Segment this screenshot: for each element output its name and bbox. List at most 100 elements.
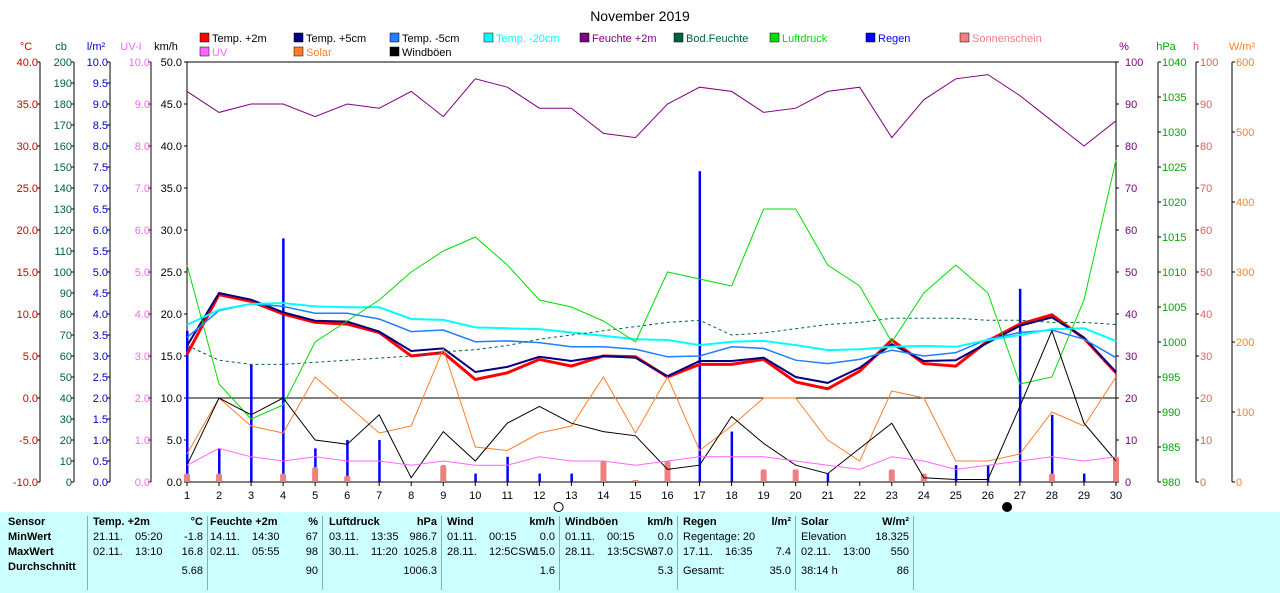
axis-tick-label: 1025 (1162, 162, 1186, 174)
stats-row: Elevation 18.325 (801, 531, 911, 546)
stats-value: 15.0 (533, 546, 555, 558)
axis-tick-label: 30 (1200, 351, 1212, 363)
stats-time: 16:35 (725, 546, 753, 558)
axis-tick-label: 130 (54, 204, 72, 216)
axis-tick-label: 40 (60, 393, 72, 405)
x-tick-label: 22 (854, 490, 866, 502)
stats-row: 90 (210, 565, 320, 580)
rain-bar (250, 364, 253, 482)
x-tick-label: 30 (1110, 490, 1122, 502)
axis-tick-label: 70 (1200, 183, 1212, 195)
legend-swatch (483, 32, 494, 43)
stats-value: 1006.3 (403, 565, 437, 577)
axis-tick-label: 1010 (1162, 267, 1186, 279)
axis-tick-label: 15.0 (17, 267, 38, 279)
axis-tick-label: 20 (1125, 393, 1137, 405)
axis-tick-label: 150 (54, 162, 72, 174)
axis-tick-label: 0 (66, 477, 72, 489)
sunshine-bar (312, 467, 319, 482)
series-line-windboeen (186, 329, 1117, 480)
x-tick-label: 2 (216, 490, 222, 502)
stats-luftdruck: Luftdruck hPa 03.11. 13:35 986.7 30.11. 11:20 1… (329, 516, 439, 590)
stats-header: Temp. +2m (93, 516, 150, 528)
axis-tick-label: 50 (60, 372, 72, 384)
x-tick-label: 26 (982, 490, 994, 502)
axis-tick-label: 60 (1125, 225, 1137, 237)
x-tick-label: 16 (661, 490, 673, 502)
chart-title: November 2019 (590, 8, 690, 24)
rain-bar (282, 238, 285, 482)
axis-tick-label: 1020 (1162, 197, 1186, 209)
axis-tick-label: 200 (54, 57, 72, 69)
stats-row: 02.11. 13:00 550 (801, 546, 911, 561)
axis-tick-label: 7.0 (93, 183, 108, 195)
stats-value: 1025.8 (403, 546, 437, 558)
axis-tick-label: 5.0 (167, 435, 182, 447)
axis-tick-label: 1040 (1162, 57, 1186, 69)
stats-time: 13:5CSW (607, 546, 655, 558)
legend-label: Regen (878, 33, 910, 45)
stats-date: 01.11. (565, 531, 595, 543)
axis-tick-label: 10 (1125, 435, 1137, 447)
axis-tick-label: 60 (60, 351, 72, 363)
stats-boeen: Windböen km/h 01.11. 00:15 0.0 28.11. 13:5CSW 3… (565, 516, 675, 590)
axis-tick-label: 100 (54, 267, 72, 279)
axis-tick-label: 1035 (1162, 92, 1186, 104)
stats-time: 12:5CSW (489, 546, 537, 558)
stats-date: 28.11. (447, 546, 477, 558)
stats-sensor: Sensor MinWert MaxWert Durchschnitt (6, 516, 86, 590)
stats-row: 30.11. 11:20 1025.8 (329, 546, 439, 561)
axis-tick-label: 5.0 (93, 267, 108, 279)
axis-tick-label: 0.0 (135, 477, 150, 489)
legend-swatch (199, 46, 210, 57)
stats-row: 5.3 (565, 565, 675, 580)
stats-time: 13:35 (371, 531, 399, 543)
sunshine-bar (344, 475, 351, 482)
stats-row-max: MaxWert (8, 546, 54, 558)
axis-tick-label: 200 (1236, 337, 1254, 349)
axis-tick-label: 300 (1236, 267, 1254, 279)
axis-tick-label: 7.5 (93, 162, 108, 174)
axis-tick-label: 70 (1125, 183, 1137, 195)
axis-tick-label: 160 (54, 141, 72, 153)
sunshine-bar (216, 473, 223, 482)
legend-swatch (579, 32, 590, 43)
axis-tick-label: 2.5 (93, 372, 108, 384)
stats-value: 986.7 (409, 531, 437, 543)
rain-bar (474, 473, 477, 482)
axis-tick-label: 9.0 (135, 99, 150, 111)
rain-bar (1082, 473, 1086, 482)
divider (795, 516, 796, 590)
axis-tick-label: 990 (1162, 407, 1180, 419)
axis-tick-label: 1.5 (93, 414, 108, 426)
x-tick-label: 29 (1078, 490, 1090, 502)
legend-label: Bod.Feuchte (686, 33, 748, 45)
stats-solar: Solar W/m² Elevation 18.325 02.11. 13:00 550 38… (801, 516, 911, 590)
series-line-feuchte (186, 74, 1117, 147)
axis-tick-label: 0 (1236, 477, 1242, 489)
axis-tick-label: 8.0 (135, 141, 150, 153)
axis-tick-label: 400 (1236, 197, 1254, 209)
axis-tick-label: 30.0 (17, 141, 38, 153)
stats-value: 90 (305, 565, 318, 577)
axis-tick-label: 80 (60, 309, 72, 321)
axis-tick-label: 8.0 (93, 141, 108, 153)
rain-bar (826, 473, 830, 482)
axis-tick-label: 10 (1200, 435, 1212, 447)
sunshine-bar (280, 473, 287, 482)
axis-tick-label: 3.0 (93, 351, 108, 363)
legend-swatch (389, 32, 400, 43)
rain-bar (954, 465, 958, 482)
axis-tick-label: 8.5 (93, 120, 108, 132)
stats-row: Gesamt: 35.0 (683, 565, 793, 580)
chart-svg: November 2019 Temp. +2m Temp. +5cm Temp. -… (13, 8, 1255, 512)
axis-tick-label: 0.0 (93, 477, 108, 489)
axis-tick-label: 6.5 (93, 204, 108, 216)
stats-date: 02.11. (93, 546, 123, 558)
axis-tick-label: -10.0 (13, 477, 38, 489)
axis-tick-label: 50 (1125, 267, 1137, 279)
legend-swatch (389, 46, 400, 57)
axis-tick-label: 1030 (1162, 127, 1186, 139)
stats-unit: km/h (647, 516, 673, 528)
axis-tick-label: 3.0 (135, 351, 150, 363)
